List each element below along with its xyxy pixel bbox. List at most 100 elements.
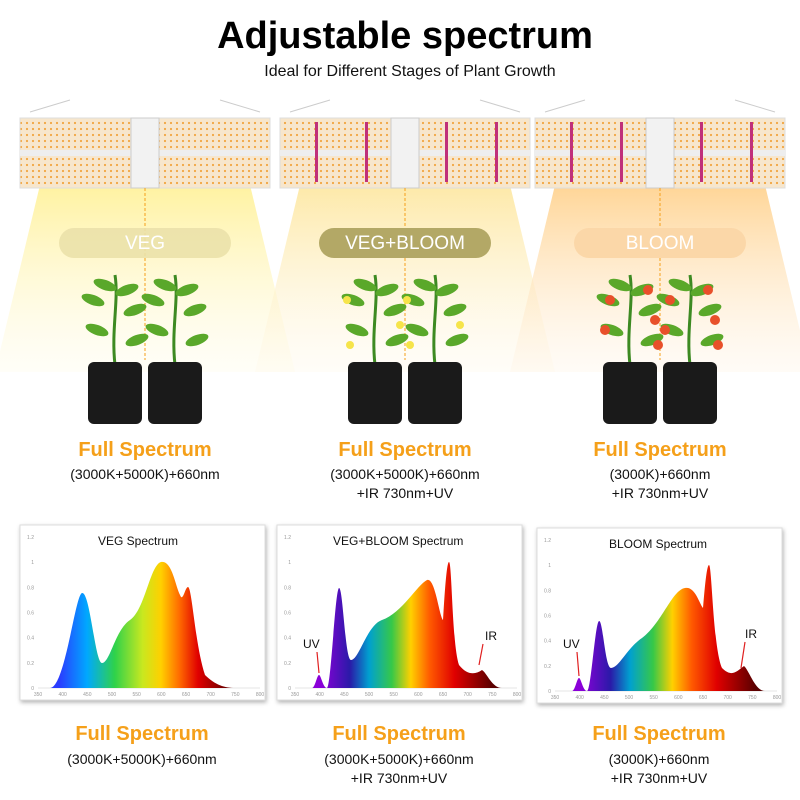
x-tick-label: 600 bbox=[674, 695, 683, 701]
annotation: IR bbox=[485, 629, 497, 643]
chart-title: BLOOM Spectrum bbox=[609, 537, 707, 551]
leaf bbox=[85, 323, 109, 337]
annotation: IR bbox=[745, 627, 757, 641]
fruit bbox=[713, 340, 723, 350]
x-tick-label: 450 bbox=[340, 692, 349, 698]
lamp-wire bbox=[219, 99, 261, 113]
leaf bbox=[375, 283, 399, 297]
fruit bbox=[665, 295, 675, 305]
flower bbox=[343, 296, 351, 304]
spectrum-curve bbox=[312, 562, 502, 688]
x-tick-label: 800 bbox=[513, 692, 522, 698]
x-tick-label: 400 bbox=[575, 695, 584, 701]
leaf bbox=[700, 333, 724, 347]
stage: VEG+BLOOM Full Spectrum (3000K+5000K)+660n… bbox=[255, 99, 555, 501]
x-tick-label: 550 bbox=[132, 692, 141, 698]
leaf bbox=[405, 323, 429, 337]
annotation-arrow bbox=[740, 641, 746, 669]
lamp-wire bbox=[29, 99, 71, 113]
x-tick-label: 650 bbox=[182, 692, 191, 698]
red-led-strip bbox=[570, 122, 573, 182]
fruit bbox=[703, 285, 713, 295]
spectrum-chart: 0 0.2 0.4 0.6 0.8 1 1.2 350 400 450 500 550 600 650 70… bbox=[19, 524, 266, 701]
flower bbox=[403, 296, 411, 304]
leaf bbox=[123, 303, 147, 317]
spectrum-detail: (3000K+5000K)+660nm bbox=[324, 751, 473, 767]
fruit bbox=[605, 295, 615, 305]
spectrum-chart: 0 0.2 0.4 0.6 0.8 1 1.2 350 400 450 500 550 600 650 70… bbox=[536, 527, 783, 704]
x-tick-label: 750 bbox=[488, 692, 497, 698]
y-tick-label: 0 bbox=[288, 686, 291, 692]
spectrum-heading: Full Spectrum bbox=[593, 439, 726, 461]
leaf bbox=[141, 293, 165, 307]
plant-stem bbox=[627, 274, 633, 366]
spectrum-detail: (3000K+5000K)+660nm bbox=[330, 466, 479, 482]
y-tick-label: 0.8 bbox=[284, 585, 291, 591]
leaf bbox=[183, 303, 207, 317]
red-led-strip bbox=[620, 122, 623, 182]
red-led-strip bbox=[700, 122, 703, 182]
y-tick-label: 1.2 bbox=[284, 535, 291, 541]
leaf bbox=[640, 333, 664, 347]
x-tick-label: 500 bbox=[365, 692, 374, 698]
x-tick-label: 700 bbox=[463, 692, 472, 698]
fruit bbox=[710, 315, 720, 325]
chart-title: VEG+BLOOM Spectrum bbox=[333, 534, 463, 548]
leaf bbox=[153, 278, 177, 292]
y-tick-label: 0.6 bbox=[544, 614, 551, 620]
x-tick-label: 600 bbox=[414, 692, 423, 698]
fruit bbox=[643, 285, 653, 295]
spectrum-chart: 0 0.2 0.4 0.6 0.8 1 1.2 350 400 450 500 550 600 650 70… bbox=[276, 524, 523, 701]
lamp-wire bbox=[734, 99, 776, 113]
subtitle: Ideal for Different Stages of Plant Grow… bbox=[264, 63, 555, 80]
plant-stem bbox=[687, 274, 693, 366]
red-led-strip bbox=[750, 122, 753, 182]
leaf bbox=[353, 278, 377, 292]
x-tick-label: 800 bbox=[256, 692, 265, 698]
y-tick-label: 0.2 bbox=[284, 661, 291, 667]
x-tick-label: 350 bbox=[291, 692, 300, 698]
leaf bbox=[93, 278, 117, 292]
flower bbox=[396, 321, 404, 329]
spectrum-detail: (3000K)+660nm bbox=[610, 466, 711, 482]
fruit bbox=[653, 340, 663, 350]
y-tick-label: 0.4 bbox=[284, 636, 291, 642]
y-tick-label: 1 bbox=[288, 560, 291, 566]
grow-pot bbox=[148, 362, 202, 424]
fruit bbox=[660, 325, 670, 335]
grow-pot bbox=[348, 362, 402, 424]
leaf bbox=[81, 293, 105, 307]
x-tick-label: 400 bbox=[58, 692, 67, 698]
y-tick-label: 0.4 bbox=[27, 636, 34, 642]
stage-label: BLOOM bbox=[626, 233, 695, 254]
light-cone bbox=[0, 185, 295, 372]
x-tick-label: 500 bbox=[625, 695, 634, 701]
spectrum-curve bbox=[572, 565, 765, 691]
x-tick-label: 550 bbox=[389, 692, 398, 698]
x-tick-label: 750 bbox=[231, 692, 240, 698]
red-led-strip bbox=[495, 122, 498, 182]
x-tick-label: 450 bbox=[83, 692, 92, 698]
flower bbox=[406, 341, 414, 349]
leaf bbox=[345, 323, 369, 337]
annotation-arrow bbox=[316, 651, 320, 674]
leaf bbox=[413, 278, 437, 292]
lamp-wire bbox=[479, 99, 521, 113]
grow-pot bbox=[663, 362, 717, 424]
y-tick-label: 0.2 bbox=[544, 664, 551, 670]
red-led-strip bbox=[445, 122, 448, 182]
leaf bbox=[125, 333, 149, 347]
leaf bbox=[608, 278, 632, 292]
x-tick-label: 650 bbox=[699, 695, 708, 701]
y-tick-label: 1 bbox=[31, 560, 34, 566]
y-tick-label: 0.8 bbox=[27, 585, 34, 591]
spectrum-detail: (3000K+5000K)+660nm bbox=[67, 751, 216, 767]
leaf bbox=[145, 323, 169, 337]
leaf bbox=[115, 283, 139, 297]
leaf bbox=[668, 278, 692, 292]
leaf bbox=[383, 303, 407, 317]
x-tick-label: 750 bbox=[748, 695, 757, 701]
lamp-driver bbox=[130, 117, 160, 189]
lamp-wire bbox=[289, 99, 331, 113]
annotation: UV bbox=[303, 637, 320, 651]
